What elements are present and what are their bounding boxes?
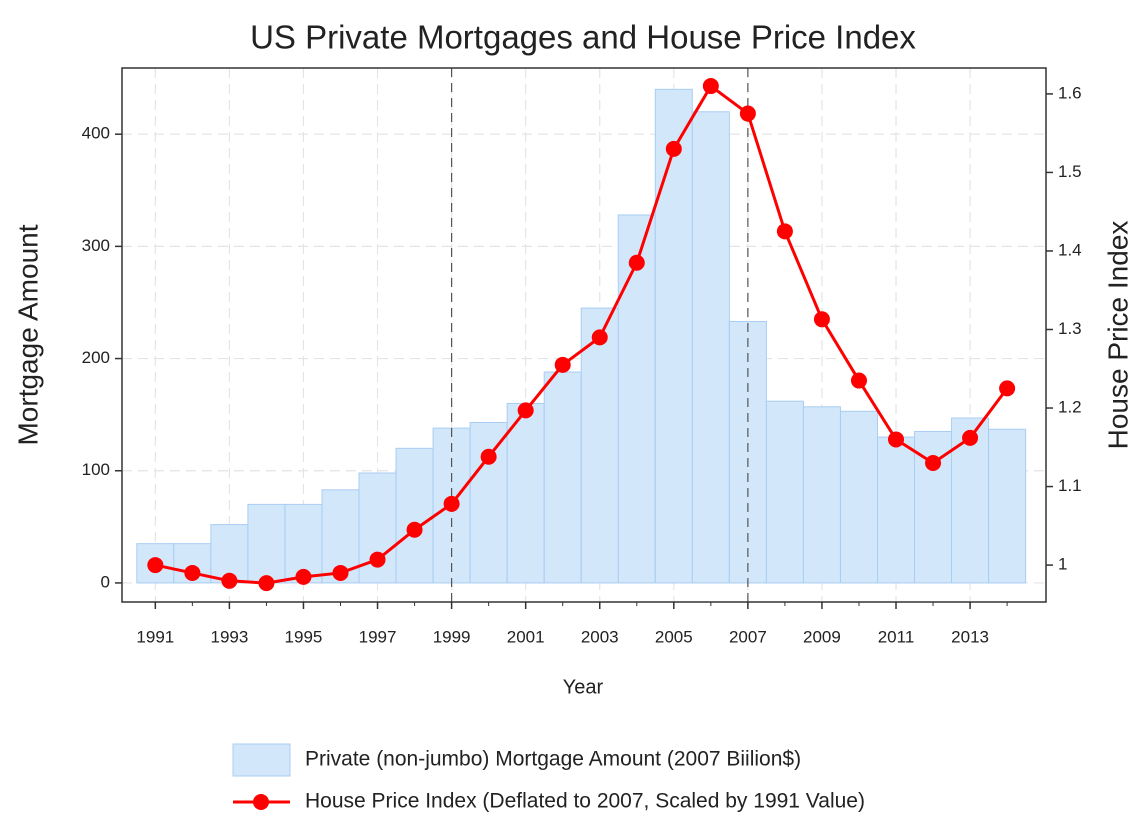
point bbox=[221, 572, 238, 589]
point bbox=[999, 380, 1016, 397]
y-tick-label: 0 bbox=[101, 572, 110, 591]
point bbox=[591, 329, 608, 346]
bar bbox=[543, 371, 582, 584]
bar bbox=[580, 307, 619, 584]
bar bbox=[988, 428, 1027, 584]
point bbox=[962, 429, 979, 446]
y-tick-label: 400 bbox=[82, 124, 110, 143]
point bbox=[739, 105, 756, 122]
x-tick-label: 2001 bbox=[507, 627, 545, 646]
bar bbox=[506, 402, 545, 584]
point bbox=[406, 521, 423, 538]
y2-tick-label: 1.5 bbox=[1058, 162, 1082, 181]
point bbox=[702, 78, 719, 95]
bar bbox=[469, 422, 508, 584]
point bbox=[776, 223, 793, 240]
x-tick-label: 1997 bbox=[359, 627, 397, 646]
y-tick-label: 200 bbox=[82, 348, 110, 367]
x-tick-label: 2013 bbox=[951, 627, 989, 646]
bar bbox=[802, 406, 841, 584]
y-tick-label: 100 bbox=[82, 460, 110, 479]
point bbox=[332, 564, 349, 581]
point bbox=[628, 254, 645, 271]
x-tick-label: 2011 bbox=[878, 627, 915, 646]
legend-swatch bbox=[253, 794, 269, 810]
y2-tick-label: 1.3 bbox=[1058, 319, 1082, 338]
bar bbox=[395, 447, 434, 584]
point bbox=[813, 311, 830, 328]
point bbox=[295, 568, 312, 585]
point bbox=[480, 448, 497, 465]
point bbox=[888, 431, 905, 448]
bar bbox=[617, 214, 656, 584]
legend-swatch bbox=[232, 743, 291, 777]
chart-title: US Private Mortgages and House Price Ind… bbox=[250, 19, 916, 56]
legend-label: Private (non-jumbo) Mortgage Amount (200… bbox=[305, 748, 801, 771]
point bbox=[184, 564, 201, 581]
y2-axis-label: House Price Index bbox=[1102, 221, 1133, 450]
x-tick-label: 1991 bbox=[136, 627, 174, 646]
x-tick-label: 2009 bbox=[803, 627, 841, 646]
y2-tick-label: 1.4 bbox=[1058, 240, 1082, 259]
bar bbox=[654, 88, 693, 584]
y2-tick-label: 1.6 bbox=[1058, 83, 1082, 102]
point bbox=[147, 557, 164, 574]
x-axis-label: Year bbox=[563, 676, 604, 698]
point bbox=[850, 372, 867, 389]
y2-tick-label: 1 bbox=[1058, 555, 1067, 574]
y2-tick-label: 1.2 bbox=[1058, 398, 1082, 417]
y-axis-label: Mortgage Amount bbox=[12, 224, 43, 445]
x-tick-label: 1993 bbox=[210, 627, 248, 646]
point bbox=[369, 551, 386, 568]
bar bbox=[876, 436, 916, 584]
point bbox=[925, 455, 942, 472]
y2-tick-label: 1.1 bbox=[1058, 476, 1082, 495]
bar bbox=[765, 400, 804, 584]
plot-frame bbox=[121, 67, 1047, 603]
x-tick-label: 2003 bbox=[581, 627, 619, 646]
point bbox=[554, 356, 571, 373]
bar bbox=[839, 410, 878, 584]
x-tick-label: 1995 bbox=[285, 627, 323, 646]
point bbox=[443, 495, 460, 512]
bar bbox=[691, 111, 730, 584]
point bbox=[665, 140, 682, 157]
legend-label: House Price Index (Deflated to 2007, Sca… bbox=[305, 790, 865, 813]
x-tick-label: 2007 bbox=[729, 627, 767, 646]
bar bbox=[247, 503, 286, 584]
x-tick-label: 1999 bbox=[433, 627, 471, 646]
point bbox=[517, 402, 534, 419]
y-tick-label: 300 bbox=[82, 236, 110, 255]
point bbox=[258, 575, 275, 592]
x-tick-label: 2005 bbox=[655, 627, 693, 646]
